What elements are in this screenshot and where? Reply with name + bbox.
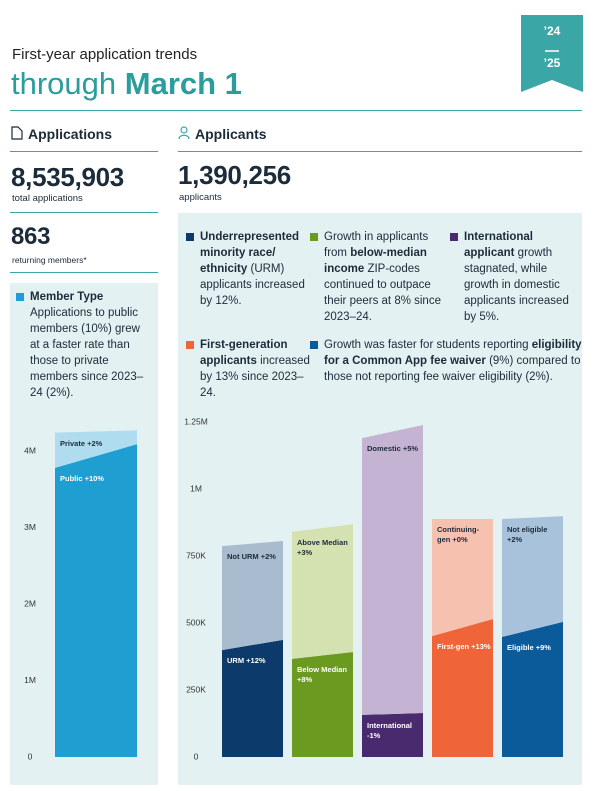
note-title: Member Type — [30, 291, 104, 303]
y-tick-label: 250K — [186, 684, 206, 694]
rule — [10, 272, 158, 273]
note-text: Applications to public members (10%) gre… — [30, 307, 144, 399]
applicants-total-label: applicants — [179, 192, 222, 203]
bar-segment — [55, 430, 137, 468]
segment-label: Eligible +9% — [507, 642, 551, 652]
y-tick-label: 1.25M — [184, 416, 208, 426]
note-text: growth stagnated, while growth in domest… — [464, 247, 569, 323]
rule — [178, 151, 582, 152]
note: First-generation applicants increased by… — [186, 337, 312, 401]
y-tick-label: 750K — [186, 550, 206, 560]
bar-segment — [292, 524, 353, 659]
y-tick-label: 3M — [24, 522, 36, 532]
note: Growth was faster for students reporting… — [310, 337, 586, 385]
segment-label: Below Median +8% — [297, 664, 348, 684]
segment-label: Private +2% — [60, 438, 103, 448]
applicants-heading: Applicants — [195, 126, 267, 142]
note-text: (URM) applicants increased by 12%. — [200, 263, 305, 307]
segment-label: Continuing-gen +0% — [437, 525, 480, 545]
applicants-total: 1,390,256 — [178, 160, 291, 190]
bar-segment — [432, 519, 493, 637]
segment-label: Public +10% — [60, 473, 104, 483]
segment-label: First-gen +13% — [437, 642, 491, 652]
bar-segment — [222, 540, 283, 651]
bar-segment — [362, 424, 423, 715]
applications-heading: Applications — [28, 126, 113, 142]
member-note: Member Type Applications to public membe… — [16, 289, 148, 401]
note-bold: First-generation applicants — [200, 339, 288, 367]
note-text: increased by 13% since 2023–24. — [200, 355, 310, 399]
badge-bottom: ’25 — [543, 56, 561, 70]
rule — [10, 212, 158, 213]
applications-total-label: total applications — [12, 193, 83, 204]
note-bold: below-median income — [324, 247, 427, 275]
bar-segment — [502, 516, 563, 637]
segment-label: Not URM +2% — [227, 552, 276, 562]
bar-segment — [222, 639, 283, 757]
note-text: Growth in applicants from — [324, 231, 429, 259]
applications-total: 8,535,903 — [11, 162, 124, 192]
person-icon — [178, 126, 190, 140]
bar-segment — [292, 651, 353, 757]
y-tick-label: 0 — [194, 751, 199, 761]
note-text: Growth was faster for students reporting — [324, 339, 532, 351]
y-tick-label: 2M — [24, 598, 36, 608]
title-bold: March 1 — [124, 66, 242, 101]
rule — [10, 151, 158, 152]
members-label: returning members* — [12, 255, 87, 265]
note-text: ZIP-codes continued to outpace their pee… — [324, 263, 441, 323]
segment-label: International -1% — [367, 720, 413, 740]
note-bold: International applicant — [464, 231, 534, 259]
y-tick-label: 1M — [24, 675, 36, 685]
title: through March 1 — [11, 66, 242, 102]
segment-label: URM +12% — [227, 656, 266, 666]
title-light: through — [11, 66, 117, 101]
note-bold: eligibility for a Common App fee waiver — [324, 339, 582, 367]
bar-segment — [362, 713, 423, 757]
note: Underrepresented minority race/ ethnicit… — [186, 229, 314, 309]
note-bold: Underrepresented minority race/ ethnicit… — [200, 231, 300, 275]
y-tick-label: 4M — [24, 445, 36, 455]
segment-label: Not eligible +2% — [507, 525, 548, 545]
kicker: First-year application trends — [12, 46, 198, 63]
doc-icon — [11, 126, 23, 140]
bar-segment — [55, 444, 137, 757]
members-total: 863 — [11, 223, 51, 250]
badge-top: ’24 — [543, 24, 561, 38]
segment-label: Above Median +3% — [297, 537, 348, 557]
note: Growth in applicants from below-median i… — [310, 229, 452, 325]
note: International applicant growth stagnated… — [450, 229, 582, 325]
y-tick-label: 500K — [186, 617, 206, 627]
y-tick-label: 1M — [190, 483, 202, 493]
y-tick-label: 0 — [28, 751, 33, 761]
rule — [10, 110, 582, 111]
bar-segment — [432, 618, 493, 757]
segment-label: Domestic +5% — [367, 444, 419, 454]
badge — [521, 15, 583, 92]
note-text: (9%) compared to those not reporting fee… — [324, 355, 581, 383]
bar-segment — [502, 621, 563, 757]
